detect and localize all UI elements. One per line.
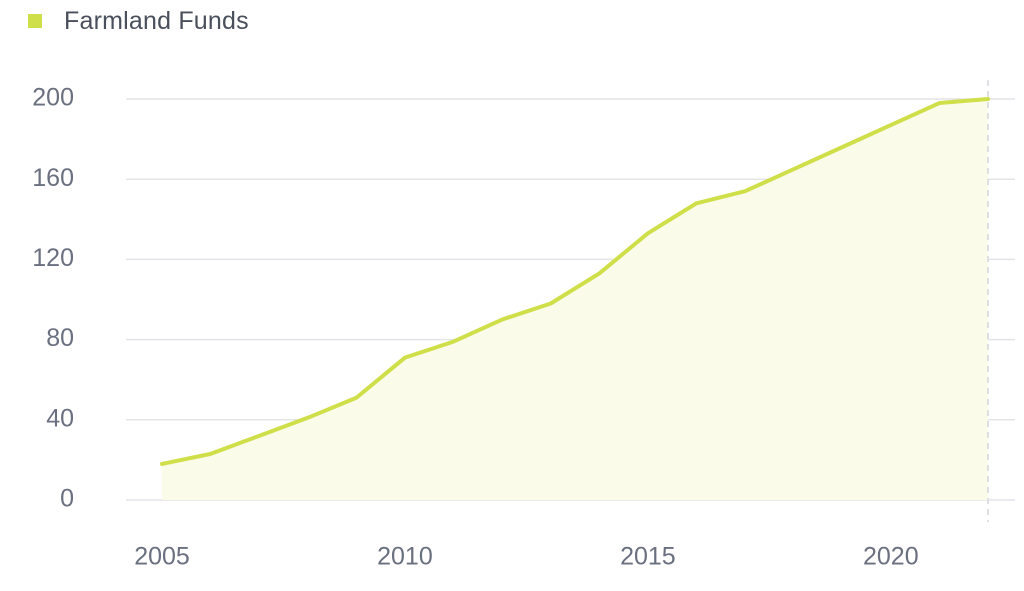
y-tick-label: 120	[32, 244, 74, 272]
data-point-2015	[646, 231, 650, 235]
series-line-group	[160, 97, 990, 466]
data-point-2017	[743, 189, 747, 193]
data-point-2014	[597, 271, 601, 275]
y-axis-ticks: 0 40 80 120 160 200	[32, 84, 74, 513]
y-tick-label: 40	[46, 404, 74, 432]
data-point-2007	[257, 434, 261, 438]
series-area-fill	[162, 99, 988, 500]
y-tick-label: 160	[32, 164, 74, 192]
data-point-2010	[403, 356, 407, 360]
data-point-2006	[209, 452, 213, 456]
data-point-2021	[937, 101, 941, 105]
data-point-2008	[306, 416, 310, 420]
y-tick-label: 200	[32, 84, 74, 112]
data-point-2011	[452, 340, 456, 344]
x-tick-label: 2010	[377, 543, 433, 571]
legend: Farmland Funds	[28, 6, 249, 36]
data-point-2009	[354, 396, 358, 400]
x-tick-label: 2015	[620, 543, 676, 571]
data-point-2019	[840, 145, 844, 149]
y-tick-label: 0	[60, 485, 74, 513]
data-point-2022	[986, 97, 990, 101]
legend-label: Farmland Funds	[64, 6, 249, 35]
area-fill-group	[162, 99, 988, 500]
y-tick-label: 80	[46, 324, 74, 352]
x-tick-label: 2005	[134, 543, 190, 571]
data-point-2013	[549, 302, 553, 306]
data-point-2005	[160, 462, 164, 466]
data-point-2020	[889, 123, 893, 127]
legend-swatch	[28, 14, 42, 28]
data-point-2018	[792, 167, 796, 171]
data-point-2012	[500, 318, 504, 322]
data-point-2016	[694, 201, 698, 205]
x-tick-label: 2020	[863, 543, 919, 571]
x-axis-ticks: 2005 2010 2015 2020	[134, 543, 918, 571]
series-line	[160, 97, 990, 466]
